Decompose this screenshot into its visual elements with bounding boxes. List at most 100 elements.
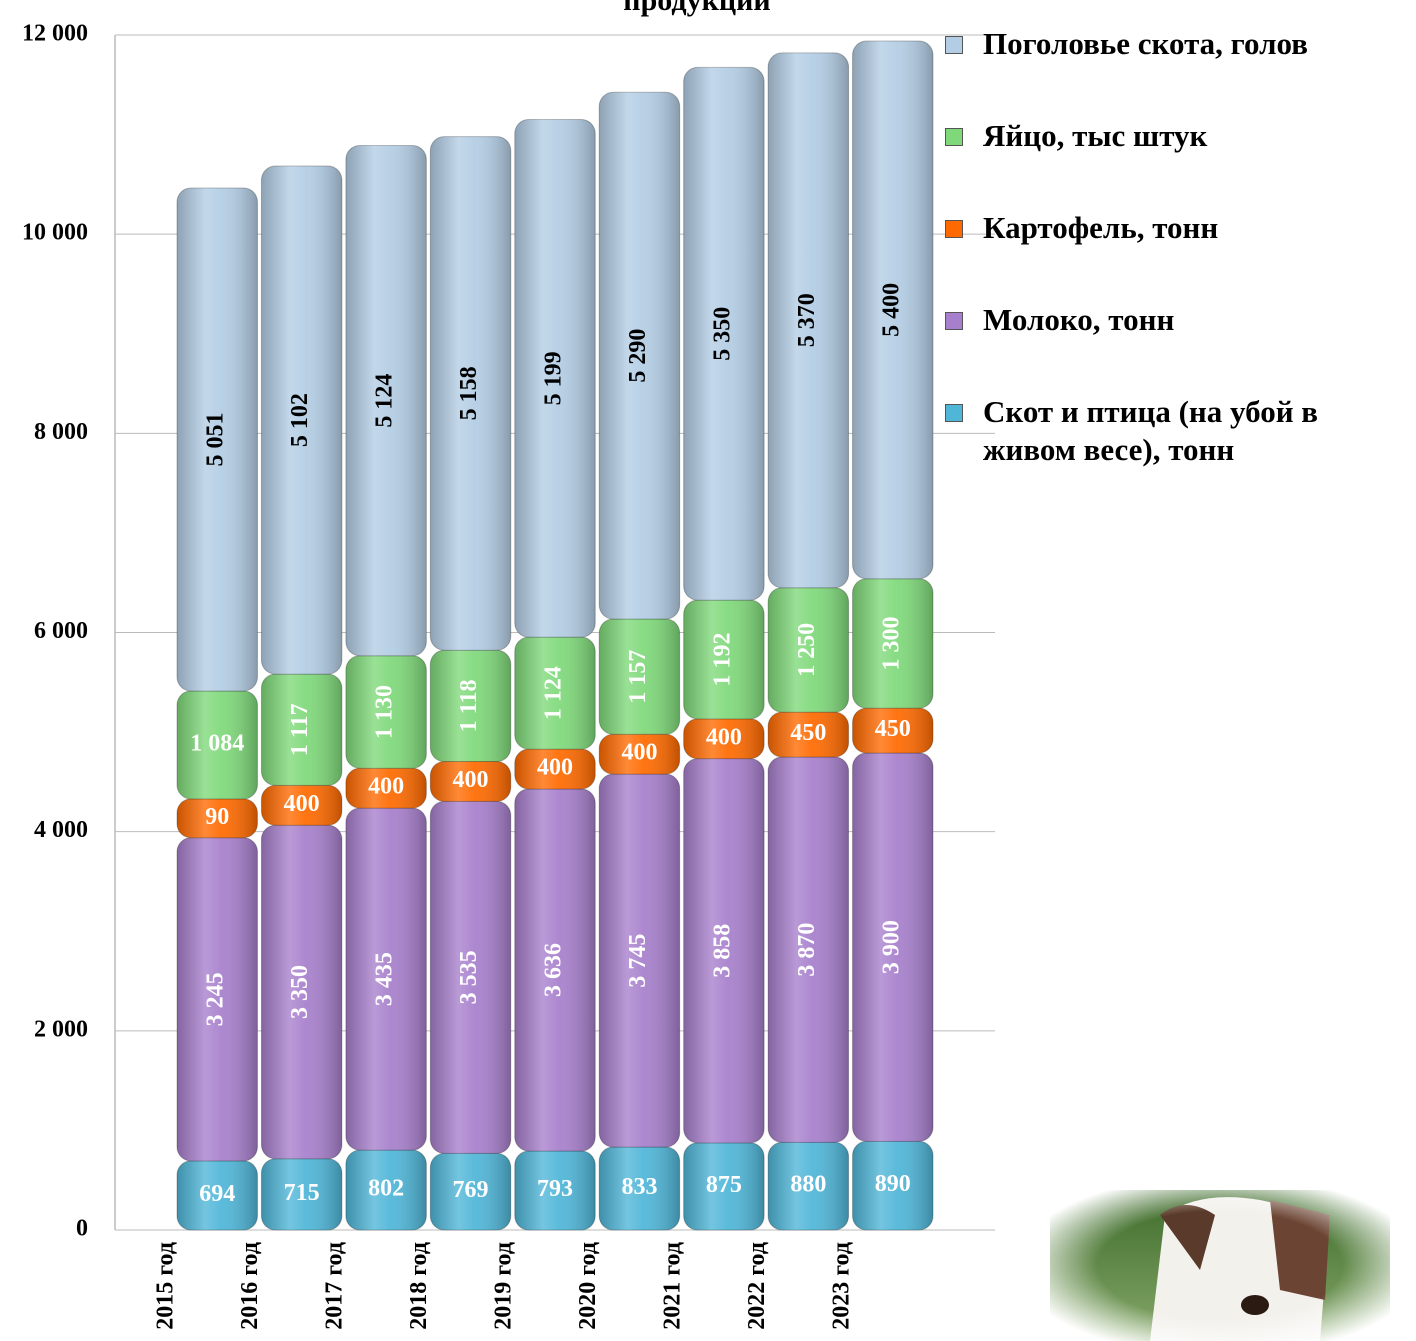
bar-shade: [599, 774, 680, 1148]
data-label: 3 870: [794, 923, 820, 977]
bar-shade: [768, 1142, 849, 1230]
bar-shade: [514, 1151, 596, 1230]
y-tick-label: 8 000: [34, 419, 88, 445]
legend-item: Молоко, тонн: [945, 301, 1410, 393]
legend-label: Яйцо, тыс штук: [983, 118, 1208, 153]
bar-shade: [261, 785, 342, 826]
legend-item: Поголовье скота, голов: [945, 25, 1410, 117]
data-label: 450: [875, 716, 911, 742]
data-label: 5 051: [203, 412, 229, 466]
data-label: 3 636: [541, 943, 567, 997]
bar-shade: [768, 712, 849, 757]
bar-shade: [345, 808, 427, 1151]
bar-shade: [768, 52, 849, 588]
decor-photo: [1050, 1190, 1390, 1341]
data-label: 769: [453, 1177, 489, 1203]
x-tick-label: 2021 год: [659, 1242, 685, 1330]
data-label: 1 192: [709, 632, 735, 686]
data-label: 400: [706, 724, 742, 750]
bar-shade: [768, 587, 849, 713]
data-label: 3 745: [625, 934, 651, 988]
data-label: 1 157: [625, 650, 651, 704]
data-label: 1 250: [794, 623, 820, 677]
data-label: 3 245: [203, 972, 229, 1026]
legend-swatch: [945, 312, 963, 330]
bar-shade: [852, 708, 933, 753]
data-label: 400: [284, 791, 320, 817]
bar-shade: [514, 788, 596, 1152]
legend: Поголовье скота, голов Яйцо, тыс штук Карт…: [945, 25, 1410, 485]
data-label: 450: [790, 720, 826, 746]
legend-label: Молоко, тонн: [983, 302, 1175, 337]
x-tick-label: 2019 год: [491, 1242, 517, 1330]
data-label: 1 130: [372, 685, 398, 739]
data-label: 5 102: [287, 393, 313, 447]
bar-shade: [852, 578, 933, 709]
bar-shade: [852, 1141, 933, 1230]
data-label: 694: [199, 1181, 235, 1207]
data-label: 802: [368, 1176, 404, 1202]
data-label: 1 084: [190, 730, 244, 756]
legend-label: Поголовье скота, голов: [983, 26, 1308, 61]
data-label: 833: [621, 1174, 657, 1200]
bar-shade: [514, 637, 596, 750]
bar-shade: [599, 92, 680, 620]
bar-shade: [683, 600, 765, 719]
bar-shade: [177, 837, 258, 1161]
legend-item: Яйцо, тыс штук: [945, 117, 1410, 209]
data-label: 400: [453, 767, 489, 793]
bar-shade: [345, 768, 427, 809]
legend-swatch: [945, 128, 963, 146]
data-label: 3 900: [878, 920, 904, 974]
bar-shade: [599, 619, 680, 735]
bar-shade: [683, 758, 765, 1143]
y-tick-label: 0: [76, 1216, 88, 1242]
bar-shade: [514, 749, 596, 789]
bar-shade: [261, 1158, 342, 1230]
bar-shade: [430, 136, 511, 651]
data-label: 90: [205, 804, 229, 830]
data-label: 5 370: [794, 293, 820, 347]
bar-shade: [430, 801, 511, 1154]
x-tick-label: 2020 год: [575, 1242, 601, 1330]
data-label: 890: [875, 1171, 911, 1197]
bar-shade: [430, 650, 511, 762]
data-label: 3 435: [372, 952, 398, 1006]
bar-shade: [430, 1153, 511, 1230]
bar-shade: [683, 1142, 765, 1230]
data-label: 3 858: [709, 924, 735, 978]
data-label: 400: [537, 755, 573, 781]
data-label: 5 400: [878, 283, 904, 337]
bar-shade: [345, 145, 427, 656]
y-tick-label: 12 000: [22, 21, 88, 47]
legend-swatch: [945, 36, 963, 54]
legend-item: Скот и птица (на убой в живом весе), тон…: [945, 393, 1410, 485]
bar-shade: [345, 1150, 427, 1230]
bar-shade: [261, 674, 342, 786]
data-label: 875: [706, 1172, 742, 1198]
data-label: 5 199: [541, 351, 567, 405]
data-label: 1 117: [287, 703, 313, 756]
bar-shade: [683, 718, 765, 759]
bar-shade: [261, 825, 342, 1159]
bar-shade: [599, 1147, 680, 1230]
chart-title: продукции: [623, 0, 770, 17]
data-label: 400: [368, 774, 404, 800]
y-tick-label: 6 000: [34, 618, 88, 644]
y-tick-label: 4 000: [34, 817, 88, 843]
data-label: 5 350: [709, 307, 735, 361]
x-tick-label: 2015 год: [153, 1242, 179, 1330]
x-tick-label: 2022 год: [744, 1242, 770, 1330]
y-tick-label: 10 000: [22, 220, 88, 246]
x-tick-label: 2023 год: [828, 1242, 854, 1330]
legend-label: Картофель, тонн: [983, 210, 1219, 245]
bar-shade: [768, 756, 849, 1143]
bar-shade: [177, 798, 258, 838]
legend-item: Картофель, тонн: [945, 209, 1410, 301]
data-label: 5 290: [625, 329, 651, 383]
x-tick-label: 2016 год: [237, 1242, 263, 1330]
bar-shade: [177, 187, 258, 691]
data-label: 880: [790, 1172, 826, 1198]
